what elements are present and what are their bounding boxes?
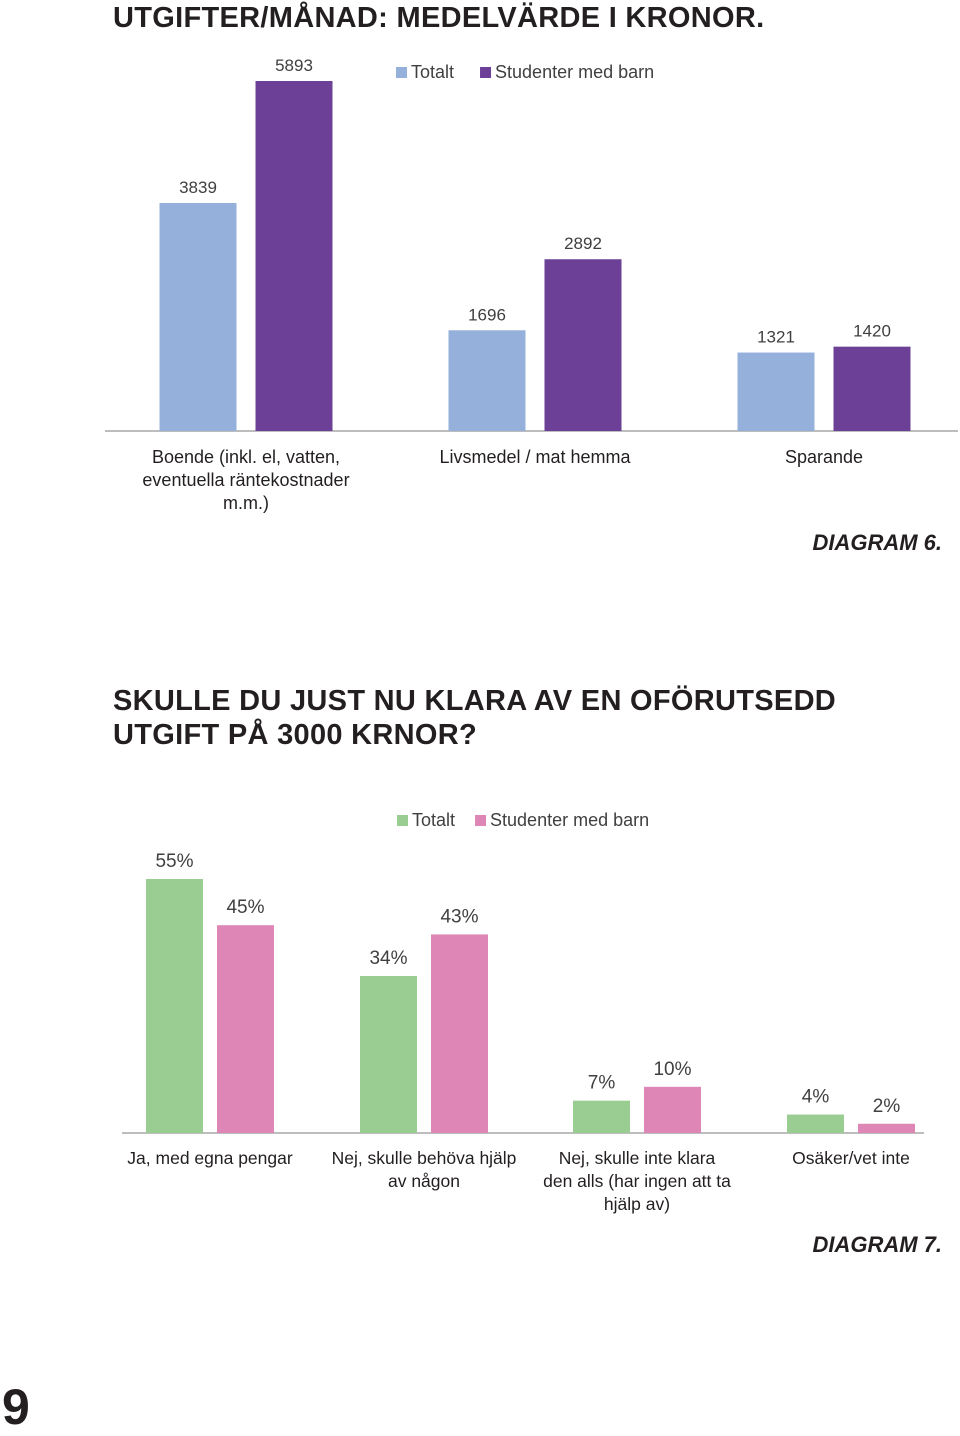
legend-swatch-0 (397, 815, 408, 826)
legend-label-1: Studenter med barn (495, 62, 654, 82)
data-label: 3839 (179, 178, 217, 197)
category-label: av någon (388, 1171, 460, 1191)
bar-studenter-med-barn-1 (431, 934, 488, 1133)
category-label: den alls (har ingen att ta (543, 1171, 731, 1191)
data-label: 1420 (853, 322, 891, 341)
bar-studenter-med-barn-3 (858, 1123, 915, 1133)
chart-unexpected-expense: Totalt Studenter med barn 55% 45% Ja, med eg… (122, 810, 924, 1214)
bar-studenter-med-barn-1 (544, 259, 622, 431)
chart-expenses: Totalt Studenter med barn 3839 5893 Boende (… (105, 56, 958, 513)
data-label: 4% (802, 1087, 830, 1108)
category-label: Osäker/vet inte (792, 1148, 910, 1168)
bar-totalt-1 (448, 330, 526, 431)
data-label: 2892 (564, 234, 602, 253)
category-label: Nej, skulle behöva hjälp (332, 1148, 517, 1168)
bar-studenter-med-barn-2 (644, 1086, 701, 1133)
diagram-6-label: DIAGRAM 6. (812, 530, 942, 555)
data-label: 10% (653, 1059, 691, 1080)
category-label: Nej, skulle inte klara (559, 1148, 716, 1168)
data-label: 55% (155, 851, 193, 872)
data-label: 43% (440, 906, 478, 927)
category-label: Boende (inkl. el, vatten, (152, 447, 340, 467)
bar-totalt-2 (573, 1100, 630, 1133)
bar-totalt-0 (146, 879, 203, 1133)
category-label: Sparande (785, 447, 863, 467)
legend-label-0: Totalt (411, 62, 454, 82)
data-label: 1696 (468, 305, 506, 324)
legend-label-1: Studenter med barn (490, 810, 649, 830)
page-number: 9 (2, 1379, 30, 1435)
category-label: Livsmedel / mat hemma (439, 447, 631, 467)
category-label: eventuella räntekostnader (142, 470, 349, 490)
diagram-7-label: DIAGRAM 7. (812, 1232, 942, 1257)
category-label: Ja, med egna pengar (127, 1148, 293, 1168)
bar-totalt-2 (737, 352, 815, 431)
data-label: 5893 (275, 56, 313, 75)
data-label: 45% (226, 897, 264, 918)
data-label: 34% (369, 948, 407, 969)
chart1-title: UTGIFTER/MÅNAD: MEDELVÄRDE I KRONOR. (113, 2, 765, 34)
legend-swatch-1 (475, 815, 487, 826)
data-label: 1321 (757, 328, 795, 347)
bar-studenter-med-barn-0 (217, 925, 274, 1133)
legend-swatch-1 (480, 67, 492, 78)
category-label: m.m.) (223, 493, 269, 513)
bar-totalt-3 (787, 1114, 844, 1133)
chart2-title: SKULLE DU JUST NU KLARA AV EN OFÖRUTSEDD… (113, 685, 837, 751)
bar-totalt-0 (159, 202, 237, 431)
legend-swatch-0 (396, 67, 407, 78)
bar-studenter-med-barn-2 (833, 346, 911, 431)
data-label: 7% (588, 1073, 616, 1094)
data-label: 2% (873, 1096, 901, 1117)
legend-label-0: Totalt (412, 810, 455, 830)
category-label: hjälp av) (604, 1194, 670, 1214)
bar-studenter-med-barn-0 (255, 81, 333, 431)
bar-totalt-1 (360, 975, 417, 1133)
